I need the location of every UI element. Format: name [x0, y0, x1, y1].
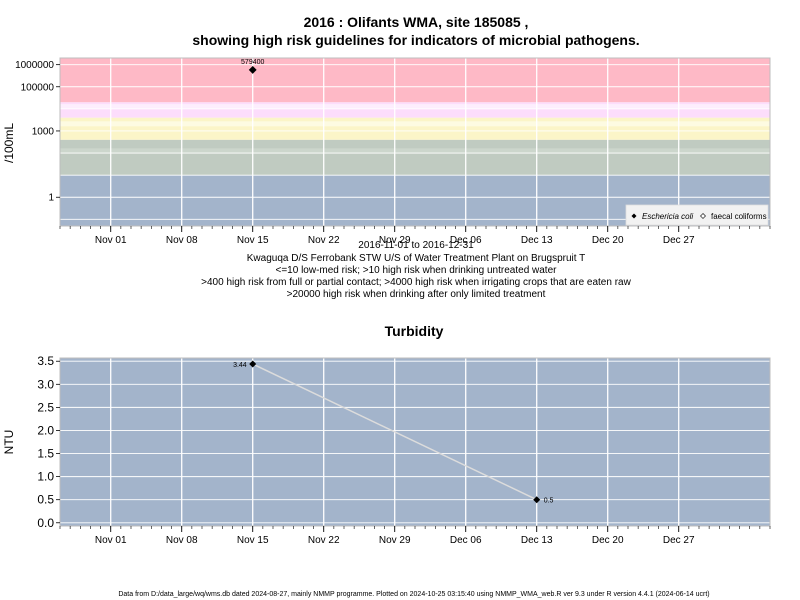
y-tick-label: 1000000	[15, 60, 54, 71]
footer-note: Data from D:/data_large/wq/wms.db dated …	[118, 591, 709, 598]
legend-label-faecal: faecal coliforms	[711, 212, 767, 221]
legend-marker-ecoli	[631, 213, 637, 219]
x-tick-label: Nov 15	[237, 535, 269, 546]
x-tick-label: Nov 29	[379, 535, 411, 546]
caption-date-range: 2016-11-01 to 2016-12-31	[358, 240, 474, 251]
x-tick-label: Nov 22	[308, 535, 340, 546]
y-tick-label: 0.5	[37, 493, 54, 507]
y-tick-label: 1000	[32, 126, 55, 137]
y-tick-label: 0.0	[37, 516, 54, 530]
data-points: 3.44 0.5	[233, 360, 554, 505]
x-tick-label: Nov 29	[379, 235, 411, 246]
data-point-label: 579400	[241, 59, 264, 66]
data-point-marker	[533, 496, 541, 504]
x-tick-label: Nov 08	[166, 535, 198, 546]
x-axis: Nov 01 Nov 08 Nov 15 Nov 22 Nov 29 Dec 06 Dec …	[59, 226, 771, 246]
x-tick-label: Dec 27	[663, 535, 695, 546]
caption-site: Kwaguqa D/S Ferrobank STW U/S of Water T…	[247, 253, 585, 264]
x-tick-label: Dec 06	[450, 535, 482, 546]
y-tick-label: 3.0	[37, 377, 54, 391]
y-axis: 1000000 100000 1000 1	[15, 60, 60, 204]
x-tick-label: Nov 01	[95, 235, 127, 246]
legend-marker-faecal	[700, 213, 706, 219]
x-tick-label: Nov 15	[237, 235, 269, 246]
x-axis: Nov 01 Nov 08 Nov 15 Nov 22 Nov 29 Dec 06 Dec …	[59, 526, 771, 546]
x-tick-label: Nov 22	[308, 235, 340, 246]
series-line	[252, 363, 538, 501]
y-tick-label: 1	[48, 193, 54, 204]
x-tick-label: Dec 20	[592, 535, 624, 546]
chart-title: 2016 : Olifants WMA, site 185085 ,	[304, 14, 529, 30]
caption-risk-drinking: <=10 low-med risk; >10 high risk when dr…	[276, 265, 558, 276]
data-point-label: 0.5	[544, 498, 554, 505]
x-tick-label: Dec 20	[592, 235, 624, 246]
data-point-marker	[249, 360, 257, 368]
band-highlight	[60, 148, 770, 154]
x-tick-label: Dec 13	[521, 535, 553, 546]
y-axis: 0.0 0.5 1.0 1.5 2.0 2.5 3.0 3.5	[37, 354, 60, 530]
y-tick-label: 100000	[21, 82, 55, 93]
band-highlight	[60, 104, 770, 110]
chart-subtitle: showing high risk guidelines for indicat…	[192, 32, 639, 48]
data-point-marker	[248, 65, 257, 74]
x-tick-label: Dec 27	[663, 235, 695, 246]
risk-band-4	[60, 58, 770, 103]
turbidity-title: Turbidity	[385, 323, 444, 339]
risk-bands	[60, 58, 770, 226]
y-axis-label: NTU	[2, 430, 16, 455]
y-tick-label: 3.5	[37, 354, 54, 368]
x-tick-label: Nov 08	[166, 235, 198, 246]
turbidity-panel: 0.00.51.01.52.02.53.03.5 Nov 01 Nov 08 Nov…	[2, 354, 771, 546]
caption-block: 2016-11-01 to 2016-12-31 Kwaguqa D/S Fer…	[201, 240, 631, 300]
x-tick-label: Dec 13	[521, 235, 553, 246]
y-axis-label: /100mL	[2, 123, 16, 163]
data-points: 579400	[241, 59, 264, 74]
y-tick-label: 2.5	[37, 400, 54, 414]
data-point-label: 3.44	[233, 362, 247, 369]
series-line-path	[252, 363, 538, 501]
y-tick-label: 1.5	[37, 447, 54, 461]
legend-box	[625, 204, 769, 226]
legend-label-ecoli: Eschericia coli	[642, 212, 693, 221]
caption-risk-contact: >400 high risk from full or partial cont…	[201, 277, 631, 288]
caption-risk-treatment: >20000 high risk when drinking after onl…	[287, 289, 546, 300]
y-tick-label: 1.0	[37, 470, 54, 484]
legend: Eschericia coli faecal coliforms	[625, 204, 769, 226]
x-tick-label: Dec 06	[450, 235, 482, 246]
y-tick-label: 2.0	[37, 423, 54, 437]
x-tick-label: Nov 01	[95, 535, 127, 546]
risk-band-2	[60, 117, 770, 140]
band-highlight	[60, 121, 770, 127]
risk-band-1	[60, 139, 770, 176]
